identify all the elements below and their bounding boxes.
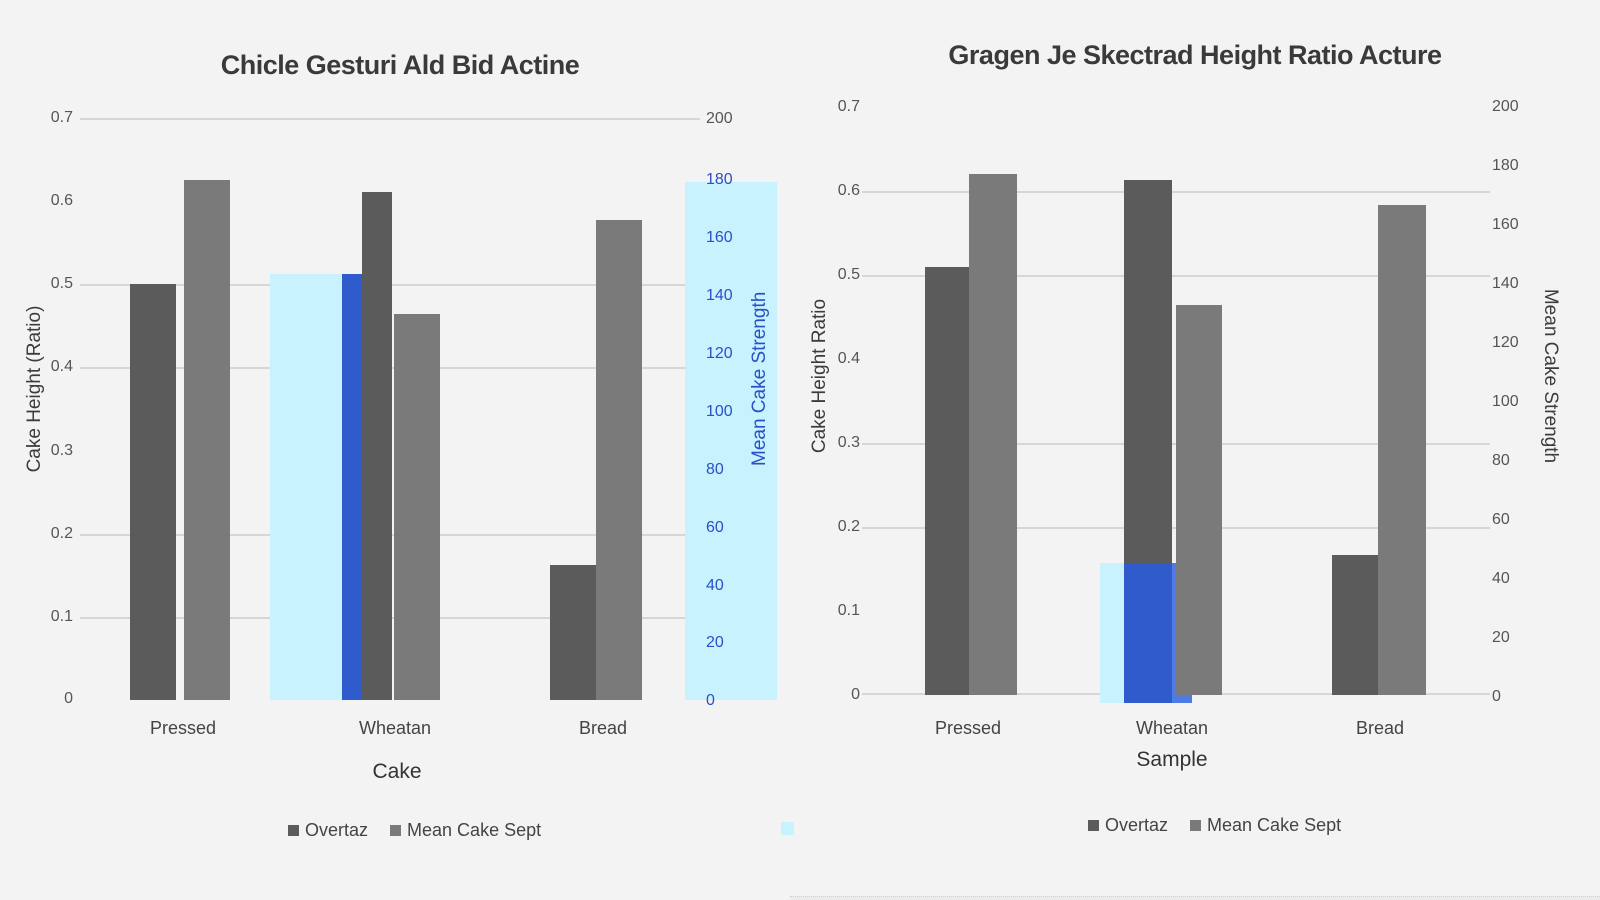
right-axis-highlight bbox=[685, 182, 777, 700]
legend-item-mean-cake-sept[interactable]: Mean Cake Sept bbox=[1190, 815, 1341, 836]
y-tick: 0.6 bbox=[50, 192, 73, 209]
floating-cyan-marker bbox=[781, 822, 794, 835]
y-tick: 0.7 bbox=[50, 109, 73, 126]
y-tick: 0.1 bbox=[837, 602, 860, 619]
y-right-tick: 140 bbox=[706, 287, 733, 304]
legend-item-overtaz[interactable]: Overtaz bbox=[288, 820, 368, 841]
y-right-tick: 120 bbox=[706, 345, 733, 362]
bar-overtaz-bread[interactable] bbox=[1332, 555, 1378, 695]
bar-mean-cake-sept-pressed[interactable] bbox=[969, 174, 1017, 695]
y-tick: 0.3 bbox=[837, 434, 860, 451]
y-tick: 0.5 bbox=[50, 275, 73, 292]
gridline bbox=[862, 275, 1490, 277]
y-right-tick: 160 bbox=[1492, 216, 1519, 233]
y-right-tick: 20 bbox=[706, 634, 724, 651]
y-axis-right-label: Mean Cake Strength bbox=[1540, 288, 1561, 464]
bottom-divider bbox=[790, 896, 1600, 900]
y-right-tick: 0 bbox=[706, 692, 715, 709]
y-tick: 0.1 bbox=[50, 608, 73, 625]
bar-mean-cake-sept-pressed[interactable] bbox=[184, 180, 230, 700]
y-right-tick: 200 bbox=[706, 110, 733, 127]
legend-item-overtaz[interactable]: Overtaz bbox=[1088, 815, 1168, 836]
x-category-label: Wheatan bbox=[358, 718, 432, 738]
y-right-tick: 20 bbox=[1492, 629, 1510, 646]
y-tick: 0.7 bbox=[837, 98, 860, 115]
legend-swatch-icon bbox=[288, 825, 299, 836]
x-category-label: Wheatan bbox=[1135, 718, 1209, 738]
bar-mean-cake-sept-wheatan[interactable] bbox=[1176, 305, 1222, 695]
bar-overtaz-pressed[interactable] bbox=[130, 284, 176, 700]
legend-label: Mean Cake Sept bbox=[407, 820, 542, 840]
y-tick: 0 bbox=[851, 686, 860, 703]
legend-label: Overtaz bbox=[1105, 815, 1169, 835]
bar-overtaz-bread[interactable] bbox=[550, 565, 596, 700]
bar-mean-cake-sept-bread[interactable] bbox=[1378, 205, 1426, 695]
x-category-label: Bread bbox=[1355, 718, 1405, 738]
legend-item-mean-cake-sept[interactable]: Mean Cake Sept bbox=[390, 820, 541, 841]
y-tick: 0.4 bbox=[837, 350, 860, 367]
legend-swatch-icon bbox=[1190, 820, 1202, 831]
y-right-tick: 100 bbox=[706, 403, 733, 420]
legend: Overtaz Mean Cake Sept bbox=[1088, 815, 1341, 836]
x-axis-title: Sample bbox=[1136, 748, 1208, 771]
chart-right: Gragen Je Skectrad Height Ratio Acture C… bbox=[800, 0, 1600, 900]
x-category-label: Bread bbox=[578, 718, 628, 738]
y-right-tick: 80 bbox=[706, 461, 724, 478]
y-tick: 0.4 bbox=[50, 358, 73, 375]
chart-title: Chicle Gesturi Ald Bid Actine bbox=[220, 50, 580, 80]
legend-label: Mean Cake Sept bbox=[1207, 815, 1342, 835]
y-right-tick: 120 bbox=[1492, 334, 1519, 351]
bar-mean-cake-sept-bread[interactable] bbox=[596, 220, 642, 700]
selection-highlight-blue bbox=[342, 274, 362, 700]
y-right-tick: 80 bbox=[1492, 452, 1510, 469]
chart-title: Gragen Je Skectrad Height Ratio Acture bbox=[948, 40, 1442, 70]
y-right-tick: 60 bbox=[706, 519, 724, 536]
selection-highlight-blue bbox=[1124, 563, 1172, 703]
y-right-tick: 180 bbox=[1492, 157, 1519, 174]
y-tick: 0.2 bbox=[837, 518, 860, 535]
y-right-tick: 0 bbox=[1492, 688, 1501, 705]
x-category-label: Pressed bbox=[149, 718, 217, 738]
y-tick: 0 bbox=[64, 690, 73, 707]
bar-overtaz-wheatan[interactable] bbox=[362, 192, 392, 700]
bar-overtaz-pressed[interactable] bbox=[925, 267, 969, 695]
y-right-tick: 100 bbox=[1492, 393, 1519, 410]
gridline bbox=[862, 191, 1490, 193]
y-right-tick: 200 bbox=[1492, 98, 1519, 115]
x-category-label: Pressed bbox=[934, 718, 1002, 738]
gridline bbox=[80, 118, 700, 120]
legend-swatch-icon bbox=[1088, 820, 1099, 831]
chart-left: Chicle Gesturi Ald Bid Actine Cake Heigh… bbox=[24, 50, 777, 841]
legend-label: Overtaz bbox=[305, 820, 369, 840]
y-tick: 0.2 bbox=[50, 525, 73, 542]
legend-swatch-icon bbox=[390, 825, 402, 836]
plot-area bbox=[80, 118, 700, 700]
y-right-tick: 40 bbox=[1492, 570, 1510, 587]
y-right-tick: 60 bbox=[1492, 511, 1510, 528]
y-right-tick: 180 bbox=[706, 171, 733, 188]
bar-mean-cake-sept-wheatan[interactable] bbox=[394, 314, 440, 700]
y-tick: 0.5 bbox=[837, 266, 860, 283]
y-tick: 0.6 bbox=[837, 182, 860, 199]
y-right-tick: 160 bbox=[706, 229, 733, 246]
y-tick: 0.3 bbox=[50, 442, 73, 459]
legend: Overtaz Mean Cake Sept bbox=[288, 820, 541, 841]
y-right-tick: 140 bbox=[1492, 275, 1519, 292]
y-axis-right-label: Mean Cake Strength bbox=[749, 291, 770, 466]
x-axis-title: Cake bbox=[372, 760, 422, 783]
y-right-tick: 40 bbox=[706, 577, 724, 594]
plot-area bbox=[862, 107, 1490, 703]
